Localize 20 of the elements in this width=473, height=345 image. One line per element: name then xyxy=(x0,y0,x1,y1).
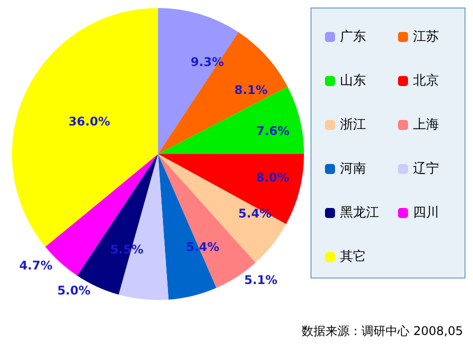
legend-label: 辽宁 xyxy=(413,160,439,176)
legend-label: 其它 xyxy=(340,248,366,264)
source-note: 数据来源：调研中心 2008,05 xyxy=(302,324,463,338)
legend-label: 江苏 xyxy=(413,30,439,44)
legend-label: 山东 xyxy=(340,74,366,88)
legend-label: 北京 xyxy=(413,74,439,88)
legend-label: 黑龙江 xyxy=(340,206,379,220)
legend-label: 四川 xyxy=(413,206,439,220)
data-label: 5.0% xyxy=(57,283,90,298)
data-label: 5.4% xyxy=(238,206,272,221)
data-label: 8.0% xyxy=(256,170,290,185)
data-label: 8.1% xyxy=(234,82,268,97)
data-label: 4.7% xyxy=(19,258,52,272)
data-label: 36.0% xyxy=(68,114,110,129)
legend-label: 浙江 xyxy=(340,118,366,132)
data-label: 5.1% xyxy=(244,273,278,288)
data-label: 7.6% xyxy=(256,124,290,138)
legend-label: 河南 xyxy=(340,162,366,176)
legend-label: 上海 xyxy=(413,118,439,132)
legend-label: 广东 xyxy=(340,30,366,44)
